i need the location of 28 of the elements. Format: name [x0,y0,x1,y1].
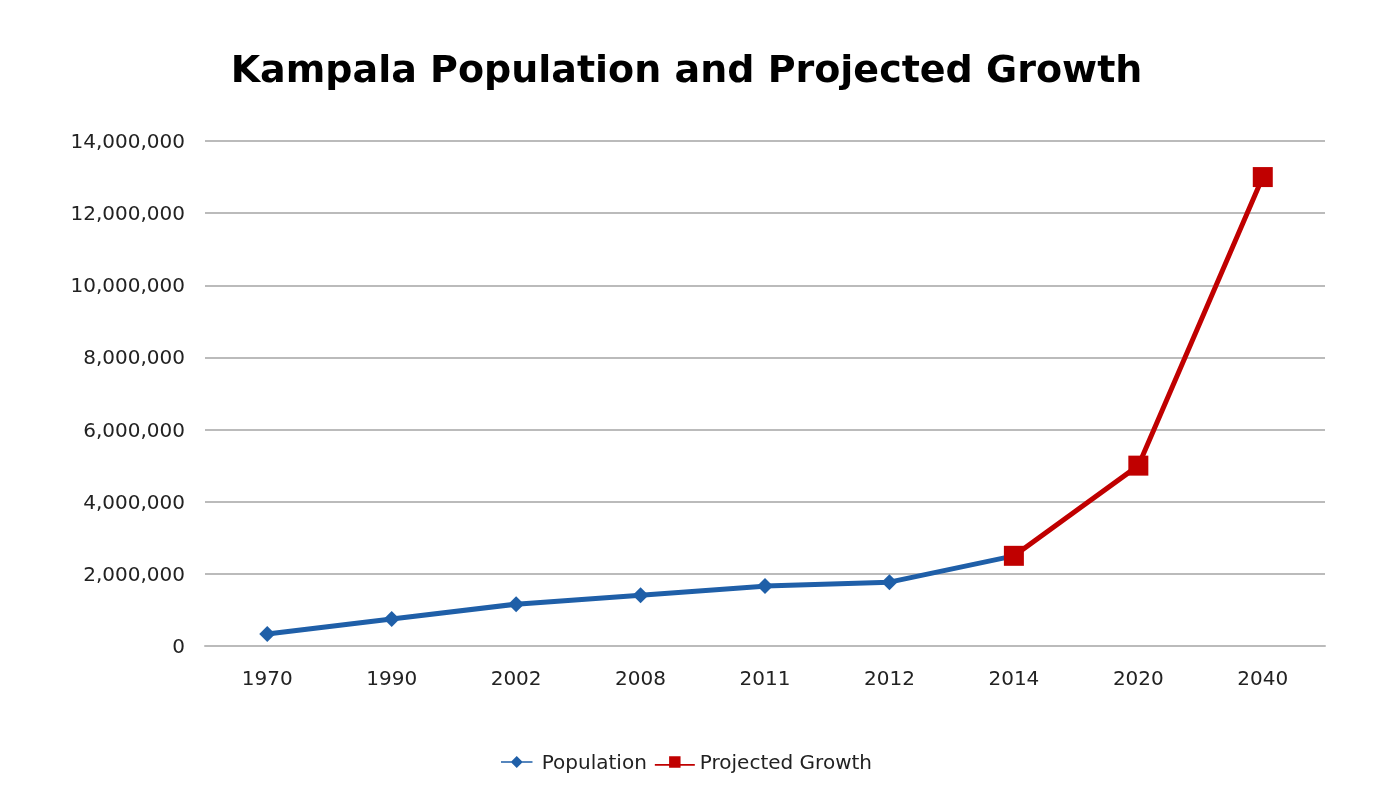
x-tick-label: 2014 [988,666,1040,690]
point [508,596,525,613]
y-tick-label: 14,000,000 [70,129,185,153]
x-tick-label: 2012 [863,666,915,690]
chart-title: Kampala Population and Projected Growth [230,47,1143,91]
y-tick-label: 10,000,000 [70,273,185,298]
y-tick-label: 8,000,000 [83,345,185,370]
point [383,610,400,627]
point [1128,455,1149,476]
point [259,626,276,643]
x-tick-label: 2020 [1112,666,1164,690]
x-tick-label: 2040 [1237,666,1289,690]
x-tick-label: 2011 [739,666,791,690]
y-tick-label: 12,000,000 [70,201,185,226]
y-tick-label: 2,000,000 [83,561,185,586]
x-tick-label: 2002 [490,666,542,690]
x-tick-label: 1990 [366,666,418,690]
point [1252,167,1273,188]
x-tick-label: 2008 [615,666,667,690]
legend-label: Projected Growth [699,750,873,774]
point [757,578,773,595]
y-tick-label: 4,000,000 [83,489,185,514]
y-tick-label: 0 [172,634,185,658]
point [632,587,649,604]
legend-label: Population [541,750,647,774]
x-tick-label: 1970 [241,666,293,690]
y-tick-label: 6,000,000 [83,417,185,442]
point [881,574,898,591]
